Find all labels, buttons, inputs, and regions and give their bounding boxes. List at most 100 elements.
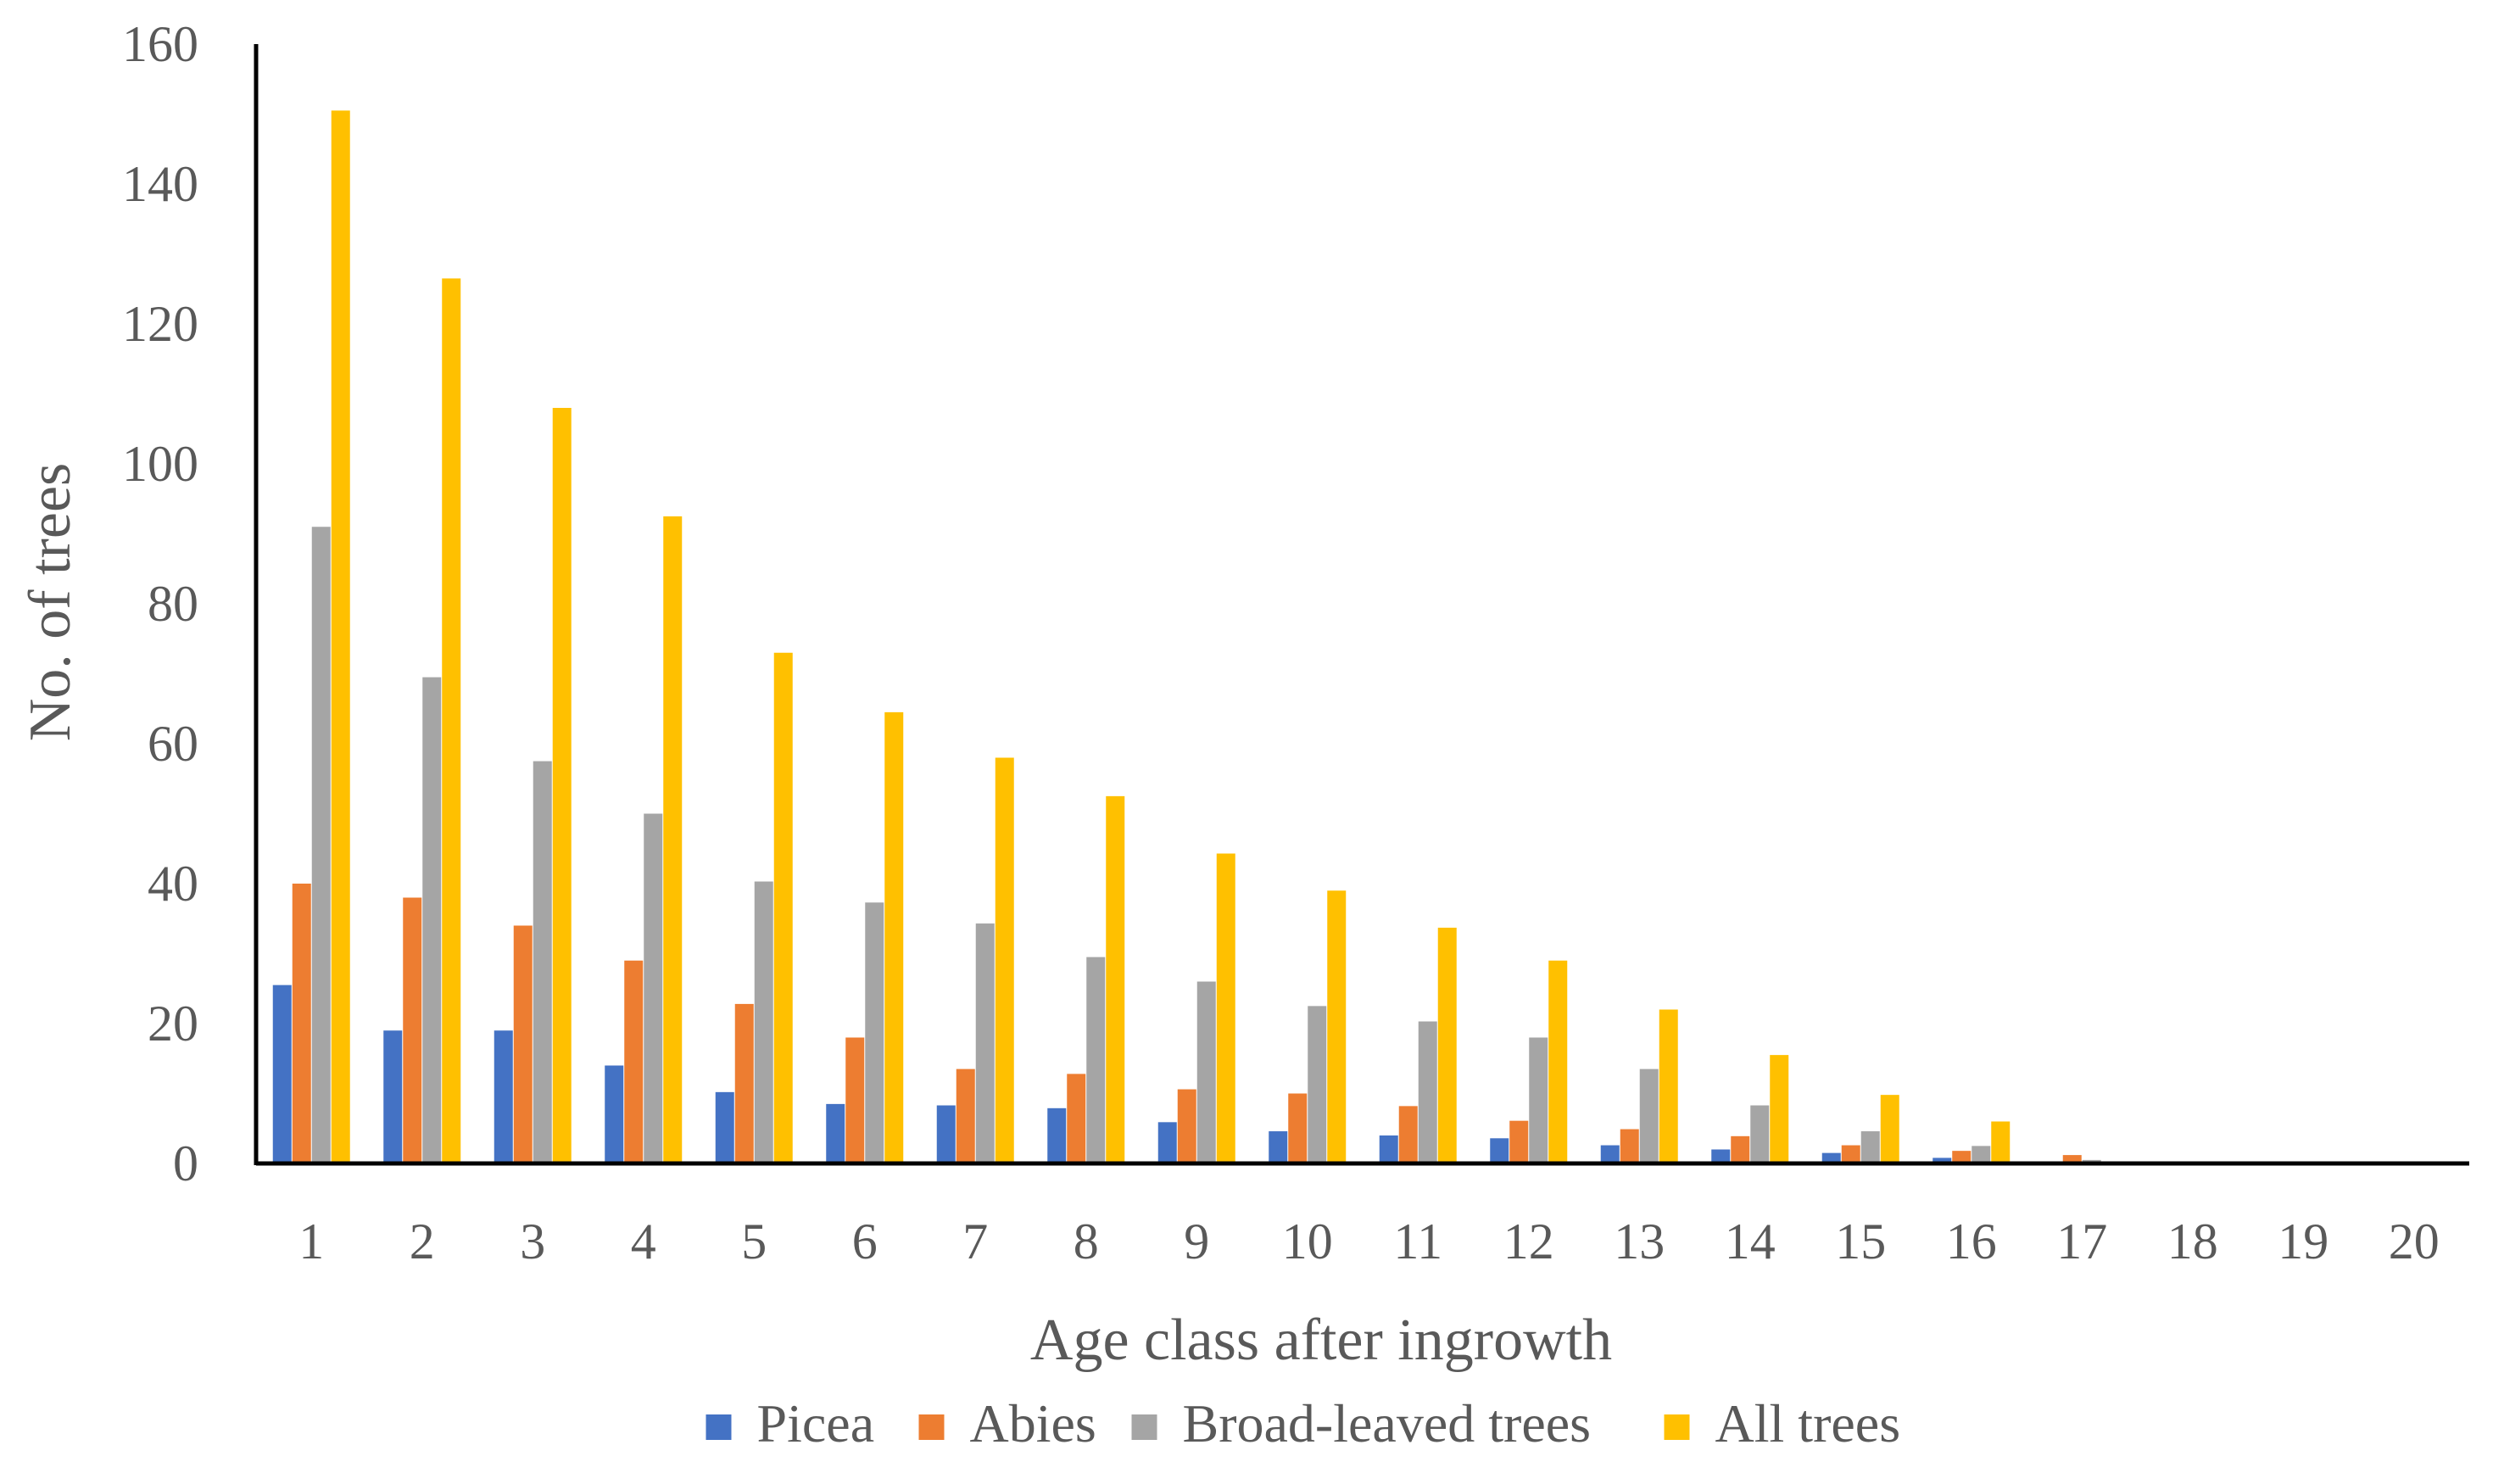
bar [331,110,350,1163]
bar [1106,795,1125,1163]
bar [533,761,552,1163]
bar [1047,1107,1067,1163]
x-tick-label: 11 [1393,1213,1442,1269]
x-tick-label: 18 [2167,1213,2218,1269]
bar [1288,1093,1308,1163]
y-tick-label: 40 [148,856,198,912]
x-tick-label: 7 [962,1213,988,1269]
bar [734,1003,754,1163]
x-tick-label: 13 [1614,1213,1665,1269]
legend-label: All trees [1715,1393,1901,1453]
bar [1841,1145,1860,1163]
legend-label: Picea [757,1393,875,1453]
bar [1067,1074,1086,1163]
bar [754,881,773,1163]
bar [975,923,995,1163]
legend-label: Abies [970,1393,1096,1453]
x-tick-label: 5 [741,1213,767,1269]
bar [1548,960,1568,1163]
bar [1327,890,1347,1163]
bar [1932,1158,1952,1163]
bar [1086,957,1106,1163]
bar [1770,1055,1789,1163]
bar [1952,1151,1972,1163]
y-tick-label: 100 [122,436,198,492]
y-tick-label: 140 [122,156,198,212]
bar [1821,1152,1841,1163]
x-tick-label: 20 [2389,1213,2440,1269]
x-tick-label: 12 [1503,1213,1554,1269]
bar [1177,1089,1196,1163]
y-tick-label: 20 [148,996,198,1052]
legend-swatch [706,1414,732,1440]
bar [1216,853,1235,1163]
bar [995,757,1014,1163]
bar [663,516,683,1163]
bar [552,408,572,1163]
y-tick-label: 0 [173,1135,198,1191]
bar [936,1105,956,1163]
x-tick-label: 14 [1725,1213,1776,1269]
bar [956,1068,975,1163]
x-tick-label: 6 [852,1213,878,1269]
bar [715,1091,734,1163]
bar [1196,981,1216,1163]
bar [311,527,331,1163]
bar [1600,1145,1620,1163]
bar [1437,927,1457,1163]
bar [826,1103,845,1163]
bar [513,925,533,1163]
x-tick-label: 9 [1184,1213,1209,1269]
bar [292,884,311,1163]
bar [1991,1121,2011,1163]
bar [494,1030,513,1163]
bar [1379,1135,1398,1163]
bar [865,902,884,1163]
x-tick-label: 10 [1282,1213,1333,1269]
x-tick-label: 17 [2056,1213,2107,1269]
bar [1639,1068,1659,1163]
bar [383,1030,403,1163]
bar [1490,1138,1509,1163]
bar [773,652,793,1163]
bar [1308,1006,1327,1163]
bar [272,985,292,1163]
legend-swatch [1664,1414,1690,1440]
bar [884,711,904,1163]
bar [1880,1095,1899,1163]
x-tick-label: 15 [1835,1213,1886,1269]
x-tick-label: 3 [520,1213,545,1269]
x-tick-label: 19 [2278,1213,2328,1269]
legend-swatch [918,1414,945,1440]
bar [1157,1122,1177,1163]
bar [644,813,663,1163]
legend-swatch [1131,1414,1157,1440]
bar [1972,1146,1991,1163]
y-tick-label: 160 [122,16,198,72]
y-tick-label: 60 [148,716,198,772]
bar [442,278,461,1163]
x-axis-title: Age class after ingrowth [1030,1308,1612,1373]
x-tick-label: 4 [631,1213,656,1269]
y-tick-label: 80 [148,576,198,632]
bar [1860,1131,1880,1163]
bar [1659,1009,1678,1163]
bar [1418,1021,1437,1163]
bar [624,960,644,1163]
bar [1711,1149,1731,1163]
x-tick-label: 2 [410,1213,435,1269]
legend-label: Broad-leaved trees [1183,1393,1592,1453]
bar [1731,1135,1750,1163]
bar [2062,1155,2082,1163]
y-axis-title: No. of trees [18,463,83,742]
bar [845,1037,865,1163]
bar [422,677,442,1163]
bar [403,897,422,1163]
bar [1750,1105,1770,1163]
bar [1509,1120,1529,1163]
x-tick-label: 1 [298,1213,324,1269]
bar [1529,1037,1548,1163]
bar [1398,1106,1418,1163]
